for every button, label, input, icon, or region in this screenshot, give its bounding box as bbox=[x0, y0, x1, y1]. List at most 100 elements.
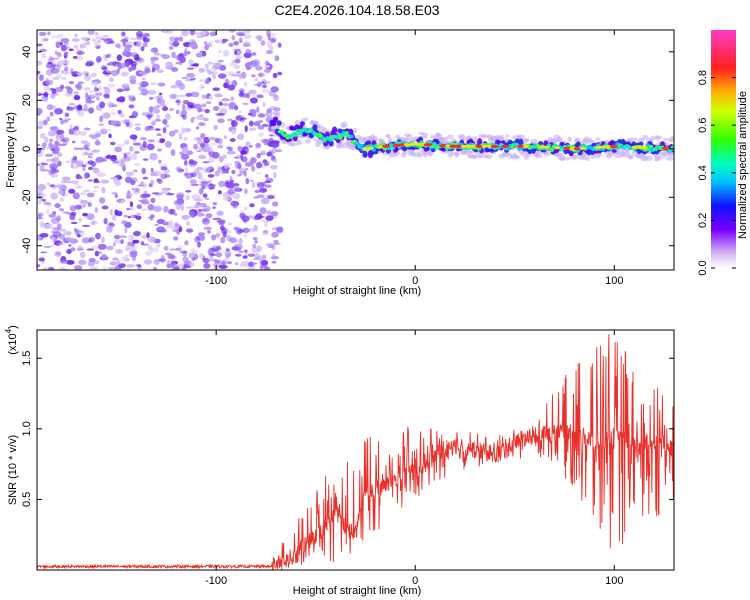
noise-speckle bbox=[253, 224, 259, 232]
noise-speckle bbox=[129, 145, 134, 152]
noise-speckle bbox=[186, 228, 194, 233]
noise-speckle bbox=[261, 161, 271, 164]
signal-halo bbox=[625, 151, 631, 156]
noise-speckle bbox=[271, 260, 277, 264]
noise-speckle bbox=[91, 149, 100, 153]
noise-speckle bbox=[82, 212, 88, 217]
noise-speckle bbox=[37, 92, 40, 97]
noise-speckle bbox=[81, 164, 87, 168]
snr-x-tick-label: 0 bbox=[412, 575, 418, 587]
signal-halo bbox=[641, 134, 649, 140]
noise-speckle bbox=[44, 94, 48, 98]
noise-speckle bbox=[108, 222, 115, 226]
snr-line bbox=[37, 333, 674, 570]
noise-speckle bbox=[143, 259, 153, 265]
noise-speckle bbox=[197, 241, 201, 248]
noise-speckle bbox=[127, 234, 132, 241]
noise-speckle bbox=[133, 163, 141, 166]
noise-speckle bbox=[270, 38, 276, 43]
noise-speckle bbox=[87, 202, 92, 207]
signal-halo bbox=[447, 134, 454, 140]
signal-core bbox=[648, 144, 654, 149]
noise-speckle bbox=[45, 208, 50, 215]
signal-halo bbox=[294, 119, 301, 125]
noise-speckle bbox=[257, 73, 265, 77]
noise-speckle bbox=[37, 148, 42, 155]
noise-speckle bbox=[232, 205, 238, 209]
noise-speckle bbox=[208, 179, 212, 184]
snr-y-scale-close: ) bbox=[7, 325, 19, 329]
noise-speckle bbox=[60, 118, 64, 125]
signal-halo bbox=[406, 133, 413, 140]
noise-speckle bbox=[111, 111, 116, 116]
noise-speckle bbox=[266, 151, 272, 157]
noise-speckle bbox=[142, 176, 148, 180]
noise-speckle bbox=[130, 207, 134, 211]
noise-speckle bbox=[169, 36, 176, 42]
noise-speckle bbox=[229, 138, 236, 142]
noise-speckle bbox=[125, 195, 132, 199]
noise-speckle bbox=[245, 48, 251, 54]
noise-speckle bbox=[256, 65, 262, 69]
noise-speckle bbox=[202, 193, 208, 198]
noise-speckle bbox=[54, 108, 63, 115]
noise-speckle bbox=[41, 52, 47, 59]
noise-speckle bbox=[198, 188, 204, 195]
noise-speckle bbox=[79, 200, 89, 205]
noise-speckle bbox=[151, 70, 155, 73]
noise-speckle bbox=[72, 74, 79, 77]
noise-speckle bbox=[233, 183, 240, 187]
noise-speckle bbox=[93, 190, 97, 193]
noise-speckle bbox=[257, 125, 265, 130]
noise-speckle bbox=[173, 129, 179, 134]
noise-speckle bbox=[59, 197, 65, 202]
noise-speckle bbox=[241, 156, 248, 163]
noise-speckle bbox=[129, 75, 137, 81]
noise-speckle bbox=[104, 74, 110, 77]
noise-speckle bbox=[232, 48, 242, 52]
noise-speckle bbox=[140, 182, 148, 188]
noise-speckle bbox=[48, 138, 54, 143]
signal-peak bbox=[573, 147, 582, 151]
noise-speckle bbox=[75, 160, 84, 167]
noise-speckle bbox=[134, 187, 140, 192]
noise-speckle bbox=[264, 81, 270, 84]
noise-speckle bbox=[240, 260, 250, 267]
noise-speckle bbox=[202, 161, 210, 164]
noise-speckle bbox=[182, 267, 187, 270]
noise-speckle bbox=[76, 104, 83, 111]
noise-speckle bbox=[218, 219, 226, 225]
noise-speckle bbox=[165, 114, 171, 121]
noise-speckle bbox=[171, 67, 179, 72]
noise-speckle bbox=[55, 251, 62, 256]
signal-peak bbox=[563, 146, 572, 150]
noise-speckle bbox=[238, 88, 245, 93]
noise-speckle bbox=[88, 236, 96, 243]
noise-speckle bbox=[89, 89, 95, 94]
noise-speckle bbox=[236, 31, 245, 36]
noise-speckle bbox=[190, 172, 197, 178]
noise-speckle bbox=[117, 109, 122, 115]
noise-speckle bbox=[141, 112, 148, 116]
noise-speckle bbox=[175, 100, 180, 103]
noise-speckle bbox=[86, 213, 95, 221]
spectrogram-y-ticks: -40 -20 0 20 40 bbox=[21, 46, 674, 254]
noise-speckle bbox=[92, 167, 98, 170]
noise-speckle bbox=[101, 236, 105, 244]
noise-speckle bbox=[109, 209, 113, 216]
signal-halo bbox=[556, 137, 562, 143]
noise-speckle bbox=[37, 60, 43, 66]
noise-speckle bbox=[274, 55, 280, 62]
noise-speckle bbox=[50, 192, 58, 200]
noise-speckle bbox=[189, 30, 196, 36]
noise-speckle bbox=[70, 247, 76, 252]
noise-speckle bbox=[143, 190, 148, 194]
noise-speckle bbox=[139, 137, 147, 141]
noise-speckle bbox=[244, 249, 248, 253]
noise-speckle bbox=[120, 71, 130, 77]
noise-speckle bbox=[132, 239, 140, 244]
noise-speckle bbox=[78, 259, 87, 265]
signal-core bbox=[349, 134, 354, 139]
spectrogram-x-tick-label: 100 bbox=[605, 275, 623, 287]
